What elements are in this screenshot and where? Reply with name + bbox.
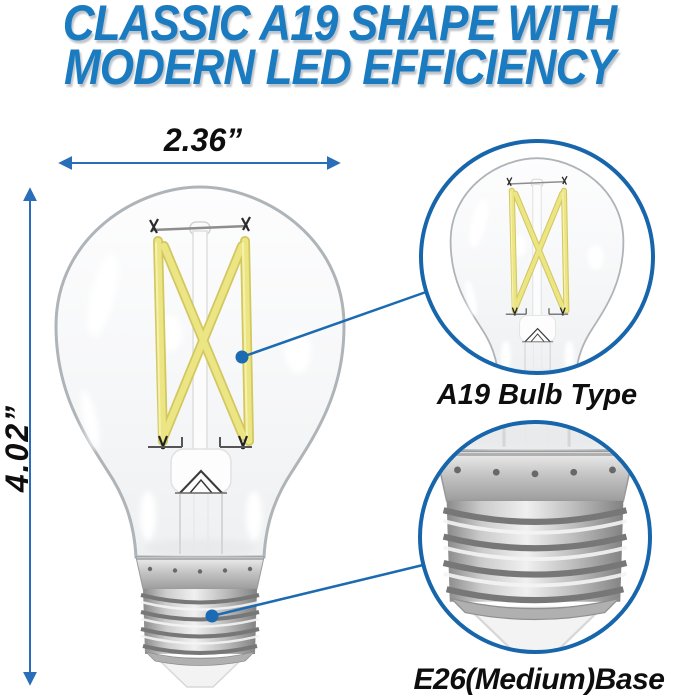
filament-callout-connector — [235, 290, 427, 364]
bulb-type-callout-circle — [419, 139, 655, 375]
base-type-callout-circle — [418, 420, 652, 654]
base-type-label: E26(Medium)Base — [413, 663, 665, 696]
headline-line-2: MODERN LED EFFICIENCY — [63, 39, 616, 95]
headline: CLASSIC A19 SHAPE WITH MODERN LED EFFICI… — [41, 0, 639, 95]
width-dimension-label: 2.36” — [163, 122, 243, 158]
bulb-type-label: A19 Bulb Type — [436, 379, 638, 411]
base-callout-connector — [205, 563, 424, 623]
height-dimension-label: 4.02” — [0, 403, 35, 493]
headline-line-1: CLASSIC A19 SHAPE WITH — [62, 0, 617, 51]
main-bulb-illustration — [56, 187, 344, 687]
